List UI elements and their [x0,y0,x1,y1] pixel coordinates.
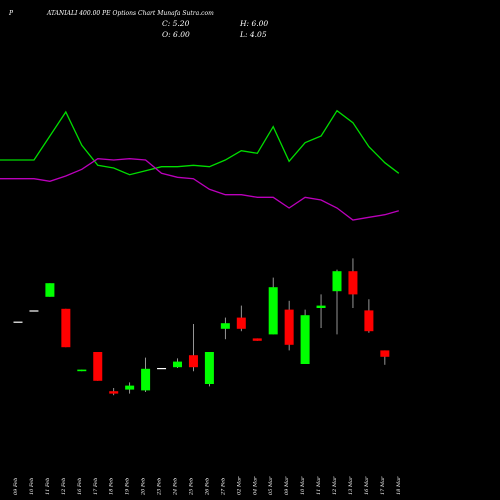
x-tick-label: 10 Feb [29,478,35,495]
x-tick-label: 16 Mar [364,476,370,495]
candle-body [29,310,39,312]
candle-body [204,352,214,384]
open-value: O: 6.00 [162,30,190,39]
x-tick-label: 10 Mar [300,476,306,495]
x-tick-label: 23 Feb [157,478,163,496]
candle-body [13,321,23,323]
x-tick-label: 27 Feb [220,478,226,496]
candle [45,283,55,297]
x-tick-label: 24 Feb [173,478,179,496]
x-axis-labels: 09 Feb 10 Feb 11 Feb 12 Feb 16 Feb 17 Feb 18 F… [13,476,402,496]
x-tick-label: 02 Mar [236,476,242,495]
x-tick-label: 11 Mar [316,476,322,495]
candle-body [380,350,390,357]
x-tick-label: 18 Feb [109,478,115,495]
x-tick-label: 17 Mar [380,476,386,495]
candle-body [332,271,342,292]
indicator-line-green [0,109,400,176]
candle [316,294,326,328]
candle-body [45,283,55,297]
indicator-line-magenta [0,158,399,221]
candle-body [220,323,230,329]
x-tick-label: 17 Feb [93,478,99,495]
close-value: C: 5.20 [162,19,190,28]
x-tick-label: 12 Feb [61,478,67,495]
candle [13,321,23,323]
x-tick-label: 04 Mar [252,476,258,495]
candle-body [348,271,358,295]
candle [77,369,87,372]
candle-body [125,385,135,390]
candle [204,352,214,387]
candle [348,258,358,308]
x-tick-label: 12 Mar [332,476,338,495]
candle-body [109,391,119,394]
candle-body [316,305,326,308]
candle [220,317,230,340]
x-tick-label: 09 Mar [284,476,290,495]
candle [300,309,310,364]
x-tick-label: 25 Feb [188,478,194,496]
x-tick-label: 18 Mar [396,476,402,495]
x-tick-label: 19 Feb [125,478,131,495]
x-tick-label: 16 Feb [77,478,83,495]
candle [93,352,103,381]
candle [252,338,262,341]
high-value: H: 6.00 [239,19,268,28]
candle-body [236,317,246,329]
candle [380,350,390,365]
candle-body [157,368,167,370]
candle-body [77,369,87,372]
candle [332,269,342,335]
candle [125,382,135,394]
candle-body [93,352,103,381]
candle [268,277,278,335]
candle-body [173,361,182,368]
candle-body [61,308,71,348]
candle [188,324,198,372]
candle [284,300,294,351]
candle [157,368,167,370]
x-tick-label: 20 Feb [141,478,147,496]
candle-body [268,287,278,335]
chart-title: ATANIALI 400.00 PE Options Chart Munafa … [46,10,214,17]
candle [236,305,246,332]
candlesticks [13,258,390,396]
x-tick-label: 05 Mar [268,476,274,495]
candle-body [188,355,198,368]
chart-title-prefix: P [8,10,14,17]
candle-body [300,315,310,364]
candle-body [364,310,374,332]
candle [109,388,119,396]
candle [29,310,39,312]
candle-body [252,338,262,341]
indicator-lines [0,109,400,221]
candle [141,357,151,392]
low-value: L: 4.05 [239,30,267,39]
x-tick-label: 13 Mar [348,476,354,495]
candle [173,358,182,368]
x-tick-label: 09 Feb [13,478,19,495]
candle-body [284,309,294,345]
candle [61,308,71,348]
candle-body [141,368,151,391]
candle [364,299,374,333]
x-tick-label: 26 Feb [204,478,210,496]
x-tick-label: 11 Feb [45,478,51,495]
